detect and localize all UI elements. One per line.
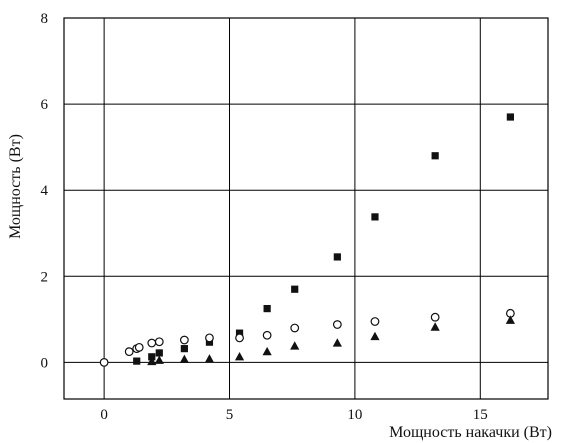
- grid: [64, 17, 548, 399]
- data-point-square: [155, 349, 163, 357]
- x-tick-label: 15: [473, 407, 488, 423]
- y-tick-label: 0: [41, 355, 49, 371]
- data-point-circle: [154, 337, 164, 347]
- data-point-circle: [147, 338, 157, 348]
- data-point-triangle: [505, 315, 515, 324]
- data-point-square: [333, 253, 341, 261]
- data-point-circle: [205, 333, 214, 343]
- data-point-circle: [99, 358, 109, 367]
- data-point-triangle: [234, 352, 245, 361]
- data-point-square: [180, 345, 188, 353]
- x-axis-title: Мощность накачки (Вт): [389, 424, 552, 441]
- data-point-triangle: [147, 356, 157, 366]
- plot-frame: [63, 17, 549, 400]
- data-point-square: [371, 213, 379, 221]
- data-point-circle: [430, 312, 440, 322]
- y-tick-label: 6: [41, 97, 49, 113]
- y-tick-label: 4: [41, 183, 49, 199]
- data-point-square: [263, 304, 271, 313]
- data-point-circle: [290, 323, 300, 333]
- data-point-square: [506, 113, 514, 121]
- data-point-triangle: [370, 331, 380, 341]
- data-point-square: [431, 152, 439, 160]
- y-tick-label: 8: [41, 11, 49, 27]
- data-point-circle: [124, 347, 134, 357]
- ticks: 0 5 10 15 0 2 4 6 8: [41, 11, 488, 423]
- data-point-circle: [134, 342, 144, 352]
- data-point-circle: [235, 333, 244, 343]
- data-point-triangle: [204, 354, 215, 363]
- x-tick-label: 10: [347, 407, 362, 423]
- x-tick-label: 0: [100, 407, 108, 423]
- data-point-circle: [332, 320, 342, 329]
- data-point-circle: [370, 317, 380, 326]
- data-point-triangle: [179, 354, 189, 363]
- data-point-triangle: [290, 341, 300, 350]
- data-point-triangle: [332, 338, 342, 347]
- data-point-square: [291, 285, 299, 293]
- data-point-circle: [179, 335, 189, 345]
- data-point-square: [235, 329, 244, 337]
- data-points: [99, 113, 515, 367]
- data-point-triangle: [262, 346, 272, 356]
- data-point-circle: [262, 330, 272, 340]
- y-tick-label: 2: [41, 269, 49, 285]
- data-point-triangle: [430, 322, 440, 331]
- data-point-triangle: [154, 355, 164, 364]
- data-point-square: [133, 357, 141, 365]
- x-tick-label: 5: [226, 407, 234, 423]
- y-axis-title: Мощность (Вт): [7, 134, 24, 239]
